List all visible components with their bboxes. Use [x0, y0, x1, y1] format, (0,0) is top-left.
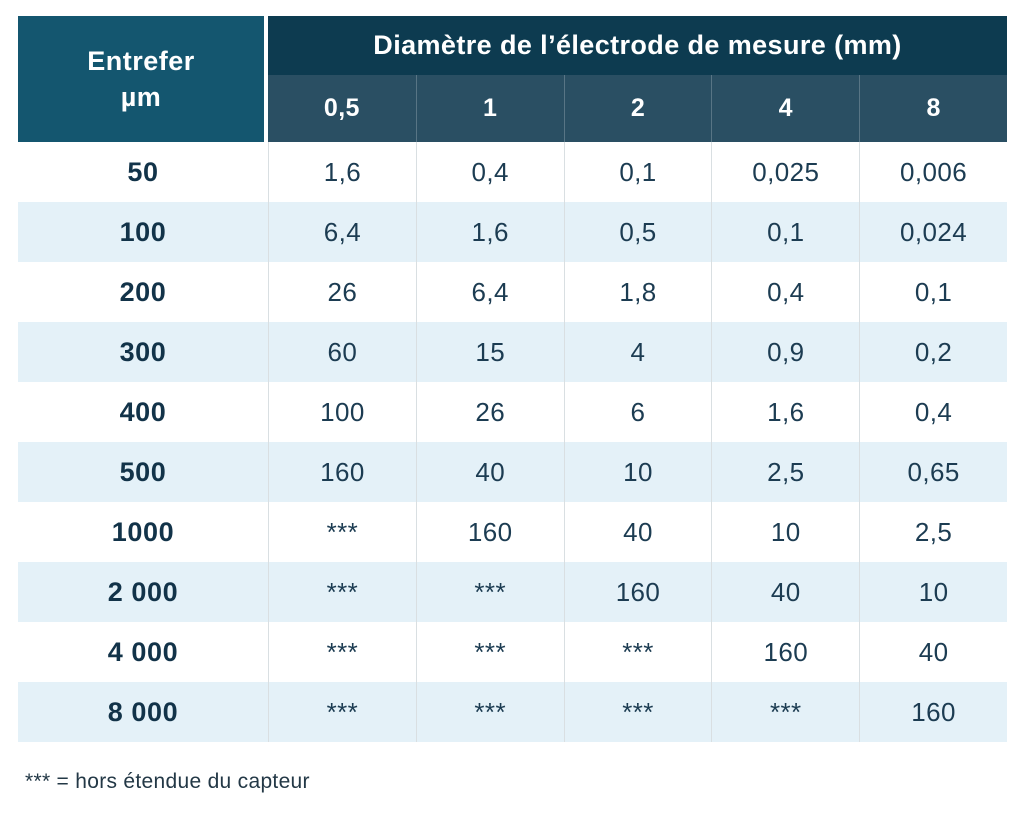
data-cell: 0,1 [859, 262, 1007, 322]
data-cell: *** [563, 622, 712, 682]
corner-header-line1: Entrefer [87, 45, 195, 76]
column-header-1: 0,5 [268, 75, 416, 142]
data-cell: 0,9 [711, 322, 860, 382]
data-cell: 10 [859, 562, 1007, 622]
data-cell: 0,006 [859, 142, 1007, 202]
row-header-cell: 100 [18, 202, 268, 262]
data-cell: 1,6 [711, 382, 860, 442]
data-cell: 0,025 [711, 142, 860, 202]
data-cell: 100 [268, 382, 416, 442]
data-cell: 160 [563, 562, 712, 622]
data-cell: 160 [415, 502, 564, 562]
data-cell: *** [268, 682, 416, 742]
data-cell: 0,1 [563, 142, 712, 202]
row-header-cell: 8 000 [18, 682, 268, 742]
data-cell: *** [711, 682, 860, 742]
corner-header-entrefer: Entrefer µm [18, 16, 264, 142]
column-header-5: 8 [859, 75, 1007, 142]
data-cell: 160 [711, 622, 860, 682]
row-header-cell: 50 [18, 142, 268, 202]
data-cell: 1,6 [415, 202, 564, 262]
data-cell: *** [268, 562, 416, 622]
data-cell: 160 [859, 682, 1007, 742]
column-header-2: 1 [415, 75, 564, 142]
data-cell: 0,2 [859, 322, 1007, 382]
data-cell: 0,1 [711, 202, 860, 262]
row-header-cell: 300 [18, 322, 268, 382]
row-header-cell: 400 [18, 382, 268, 442]
data-cell: 0,4 [859, 382, 1007, 442]
group-header-diametre: Diamètre de l’électrode de mesure (mm) [268, 16, 1007, 75]
column-header-4: 4 [711, 75, 860, 142]
data-cell: 6,4 [415, 262, 564, 322]
data-cell: 0,5 [563, 202, 712, 262]
data-cell: 10 [563, 442, 712, 502]
column-header-3: 2 [563, 75, 712, 142]
data-cell: *** [563, 682, 712, 742]
data-cell: 15 [415, 322, 564, 382]
data-cell: 1,6 [268, 142, 416, 202]
data-cell: 4 [563, 322, 712, 382]
data-cell: *** [415, 622, 564, 682]
row-header-cell: 200 [18, 262, 268, 322]
data-cell: 40 [711, 562, 860, 622]
row-header-cell: 1000 [18, 502, 268, 562]
row-header-cell: 2 000 [18, 562, 268, 622]
data-cell: 6 [563, 382, 712, 442]
data-cell: 40 [859, 622, 1007, 682]
data-cell: *** [268, 502, 416, 562]
data-cell: 0,4 [711, 262, 860, 322]
data-cell: 60 [268, 322, 416, 382]
data-cell: 0,65 [859, 442, 1007, 502]
row-header-cell: 500 [18, 442, 268, 502]
data-cell: 1,8 [563, 262, 712, 322]
data-cell: 2,5 [859, 502, 1007, 562]
data-cell: 0,024 [859, 202, 1007, 262]
data-cell: 26 [268, 262, 416, 322]
data-cell: 10 [711, 502, 860, 562]
data-cell: 160 [268, 442, 416, 502]
data-cell: 40 [415, 442, 564, 502]
data-cell: *** [415, 682, 564, 742]
row-header-cell: 4 000 [18, 622, 268, 682]
footnote: *** = hors étendue du capteur [25, 770, 310, 793]
data-cell: 26 [415, 382, 564, 442]
data-cell: 40 [563, 502, 712, 562]
data-cell: *** [415, 562, 564, 622]
electrode-measure-table: Entrefer µm Diamètre de l’électrode de m… [18, 16, 1007, 742]
data-cell: 6,4 [268, 202, 416, 262]
data-cell: 0,4 [415, 142, 564, 202]
data-cell: *** [268, 622, 416, 682]
data-cell: 2,5 [711, 442, 860, 502]
corner-header-line2: µm [120, 82, 162, 112]
